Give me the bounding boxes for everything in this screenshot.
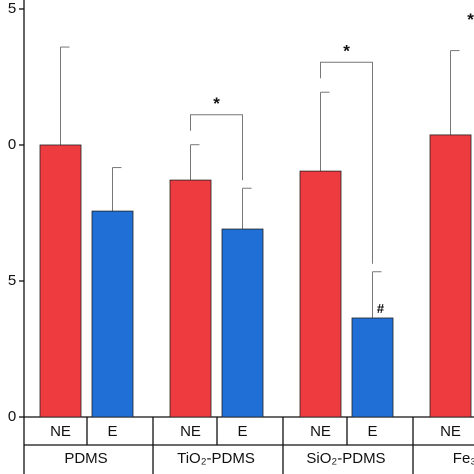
bar bbox=[169, 179, 212, 418]
group-label: SiO₂-PDMS bbox=[306, 450, 385, 467]
bar bbox=[39, 144, 82, 418]
group-label: Fe₃O₄- bbox=[453, 450, 474, 467]
y-tick-label: 0 bbox=[8, 136, 16, 153]
series-label: E bbox=[367, 423, 377, 440]
series-label: NE bbox=[180, 423, 201, 440]
series-label: E bbox=[107, 423, 117, 440]
group-label: TiO₂-PDMS bbox=[177, 450, 255, 467]
bracket bbox=[190, 114, 243, 181]
y-tick-label: 5 bbox=[8, 272, 16, 289]
annotation: # bbox=[377, 301, 385, 316]
y-tick-label: 0 bbox=[8, 408, 16, 425]
bar bbox=[299, 170, 342, 418]
annotation: * bbox=[467, 10, 474, 29]
series-label: NE bbox=[440, 423, 461, 440]
bar bbox=[221, 228, 264, 418]
series-label: NE bbox=[50, 423, 71, 440]
annotation: * bbox=[213, 94, 220, 113]
group-label: PDMS bbox=[64, 450, 107, 467]
y-tick-label: 5 bbox=[8, 0, 16, 17]
bar bbox=[91, 210, 134, 418]
bar bbox=[429, 134, 472, 418]
bar bbox=[351, 317, 394, 418]
series-label: E bbox=[237, 423, 247, 440]
annotation: * bbox=[343, 42, 350, 61]
bracket bbox=[320, 61, 373, 264]
series-label: NE bbox=[310, 423, 331, 440]
